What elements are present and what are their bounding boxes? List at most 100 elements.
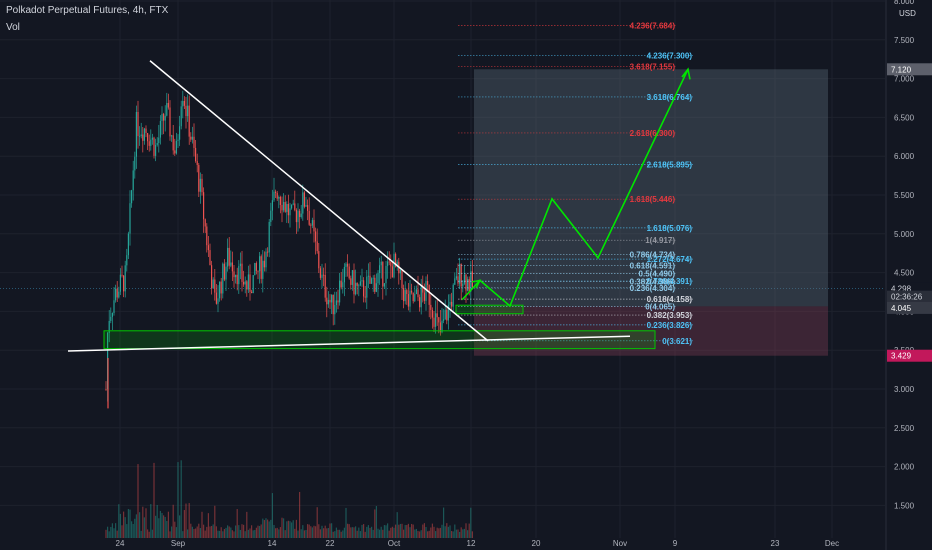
volume-bar [145, 508, 147, 538]
retest-zone [455, 304, 524, 315]
candle-body [195, 147, 197, 162]
candle-body [148, 141, 150, 146]
candle-body [188, 105, 190, 137]
candle-body [123, 275, 125, 292]
candle-body [137, 111, 139, 137]
volume-bar [444, 526, 446, 538]
volume-bar [452, 531, 454, 538]
x-tick-label: 24 [116, 539, 125, 548]
volume-bar [190, 523, 192, 538]
fib-level-label: 2.618(6.300) [630, 129, 676, 138]
candle-body [395, 253, 397, 267]
y-tick-label: 3.000 [894, 385, 915, 394]
volume-bar [207, 513, 209, 538]
candle-body [443, 319, 445, 321]
volume-bar [177, 462, 179, 538]
volume-bar [366, 526, 368, 538]
candle-body [407, 294, 409, 307]
volume-bar [307, 524, 309, 538]
candle-body [446, 309, 448, 321]
candle-body [235, 274, 237, 278]
candle-body [452, 284, 454, 307]
y-tick-label: 8.000 [894, 0, 915, 6]
candle-body [311, 220, 313, 226]
volume-bar [132, 523, 134, 538]
volume-bar [203, 524, 205, 538]
currency-label: USD [899, 9, 916, 18]
volume-bar [297, 530, 299, 538]
volume-bar [139, 512, 141, 538]
candle-body [471, 271, 473, 287]
volume-bar [463, 528, 465, 538]
volume-bar [377, 528, 379, 538]
candle-body [211, 265, 213, 289]
price-tag [887, 301, 932, 314]
candle-body [105, 389, 107, 390]
volume-bar [390, 527, 392, 538]
candle-body [158, 137, 160, 144]
volume-bar [375, 506, 377, 538]
candle-body [300, 213, 302, 217]
volume-bar [388, 530, 390, 538]
volume-bar [225, 527, 227, 538]
candle-body [156, 143, 158, 145]
volume-bar [457, 529, 459, 538]
volume-bar [171, 526, 173, 538]
candle-body [279, 197, 281, 205]
candle-body [383, 283, 385, 287]
y-tick-label: 5.000 [894, 230, 915, 239]
candle-body [263, 260, 265, 268]
volume-bar [227, 525, 229, 538]
candle-body [385, 265, 387, 284]
candle-body [113, 300, 115, 314]
y-tick-label: 6.000 [894, 152, 915, 161]
volume-bar [395, 524, 397, 538]
volume-bar [214, 505, 216, 538]
candle-body [414, 294, 416, 302]
candle-body [185, 105, 187, 117]
volume-bar [121, 525, 123, 538]
candle-body [147, 132, 149, 142]
candle-body [457, 276, 459, 284]
volume-bar [219, 530, 221, 538]
volume-bar [206, 526, 208, 538]
x-tick-label: 9 [673, 539, 678, 548]
volume-bar [273, 524, 275, 538]
volume-bar [155, 515, 157, 538]
volume-bar [393, 527, 395, 538]
candle-body [115, 288, 117, 301]
volume-bar [260, 524, 262, 538]
candle-body [374, 277, 376, 292]
candle-body [244, 281, 246, 285]
volume-bar [327, 527, 329, 538]
volume-bar [391, 526, 393, 538]
volume-bar [131, 521, 133, 538]
candle-body [409, 290, 411, 307]
candle-body [436, 313, 438, 318]
candle-body [399, 270, 401, 274]
volume-bar [438, 528, 440, 538]
candle-body [238, 266, 240, 285]
candle-body [217, 298, 219, 304]
candle-body [358, 285, 360, 287]
candle-body [268, 221, 270, 253]
candle-body [190, 136, 192, 140]
candle-body [199, 178, 201, 192]
candle-body [372, 277, 374, 279]
candle-body [460, 263, 462, 287]
volume-bar [311, 527, 313, 538]
volume-bar [172, 504, 174, 538]
candle-body [286, 203, 288, 212]
candle-body [180, 106, 182, 127]
volume-bar [345, 507, 347, 538]
candle-body [412, 292, 414, 302]
volume-bar [163, 515, 165, 538]
volume-bar [308, 524, 310, 538]
fib-level-label: 1.618(5.076) [647, 224, 693, 233]
volume-bar [113, 528, 115, 538]
volume-bar [270, 519, 272, 538]
volume-bar [275, 528, 277, 538]
volume-bar [118, 504, 120, 538]
candle-body [276, 193, 278, 199]
